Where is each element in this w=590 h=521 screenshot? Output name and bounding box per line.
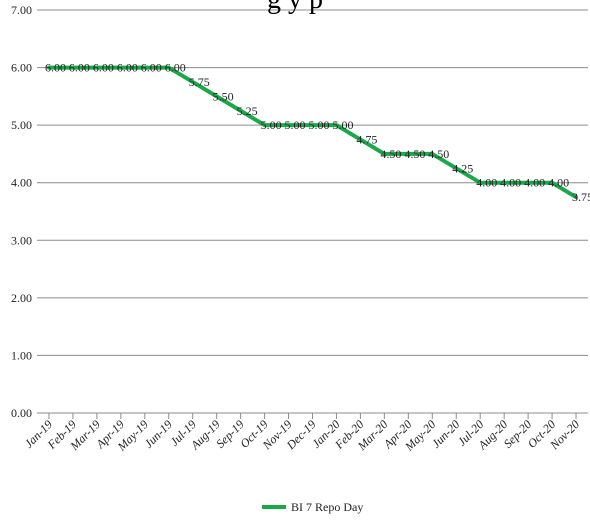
data-label: 4.00 xyxy=(548,176,569,190)
data-label: 5.75 xyxy=(189,75,210,89)
y-tick-label: 1.00 xyxy=(11,348,32,362)
x-tick-label: Jun-19 xyxy=(141,417,174,450)
data-point xyxy=(478,181,482,185)
data-point xyxy=(215,94,219,98)
data-point xyxy=(406,152,410,156)
y-tick-label: 2.00 xyxy=(11,291,32,305)
data-label: 5.00 xyxy=(309,118,330,132)
data-point xyxy=(239,109,243,113)
data-point xyxy=(119,66,123,70)
data-point xyxy=(191,80,195,84)
data-point xyxy=(47,66,51,70)
data-point xyxy=(287,123,291,127)
data-point xyxy=(502,181,506,185)
data-label: 4.00 xyxy=(500,176,521,190)
data-label: 6.00 xyxy=(45,61,66,75)
data-label: 5.00 xyxy=(261,118,282,132)
data-point xyxy=(382,152,386,156)
data-point xyxy=(526,181,530,185)
legend-label: BI 7 Repo Day xyxy=(291,500,363,514)
data-point xyxy=(167,66,171,70)
y-tick-label: 3.00 xyxy=(11,233,32,247)
data-point xyxy=(550,181,554,185)
data-label: 6.00 xyxy=(141,61,162,75)
data-point xyxy=(334,123,338,127)
data-label: 5.00 xyxy=(285,118,306,132)
series xyxy=(46,65,579,200)
data-point xyxy=(311,123,314,127)
data-labels: 6.00 6.00 6.00 6.00 6.00 6.005.755.505.255.00… xyxy=(45,61,590,205)
data-point xyxy=(71,66,75,70)
data-point xyxy=(358,138,362,142)
y-tick-label: 6.00 xyxy=(11,61,32,75)
y-tick-label: 7.00 xyxy=(11,3,32,17)
data-label: 6.00 xyxy=(69,61,90,75)
x-tick-label: Jun-20 xyxy=(429,417,462,450)
data-label: 4.50 xyxy=(380,147,401,161)
data-label: 5.00 xyxy=(332,118,353,132)
data-label: 4.75 xyxy=(356,133,377,147)
y-tick-label: 4.00 xyxy=(11,176,32,190)
data-label: 6.00 xyxy=(165,61,186,75)
data-label: 5.50 xyxy=(213,89,234,103)
data-label: 5.25 xyxy=(237,104,258,118)
y-tick-label: 0.00 xyxy=(11,406,32,420)
data-label: 4.25 xyxy=(452,161,473,175)
data-point xyxy=(430,152,434,156)
y-tick-label: 5.00 xyxy=(11,118,32,132)
data-label: 6.00 xyxy=(93,61,114,75)
data-point xyxy=(263,123,267,127)
data-label: 4.50 xyxy=(404,147,425,161)
legend: BI 7 Repo Day xyxy=(262,500,363,514)
data-label: 3.75 xyxy=(572,190,590,204)
data-point xyxy=(574,195,578,199)
data-label: 4.50 xyxy=(428,147,449,161)
data-point xyxy=(454,166,458,170)
data-label: 4.00 xyxy=(524,176,545,190)
data-point xyxy=(143,66,147,70)
data-label: 4.00 xyxy=(476,176,497,190)
data-label: 6.00 xyxy=(117,61,138,75)
chart-title: g y p xyxy=(0,0,590,16)
data-point xyxy=(95,66,99,70)
